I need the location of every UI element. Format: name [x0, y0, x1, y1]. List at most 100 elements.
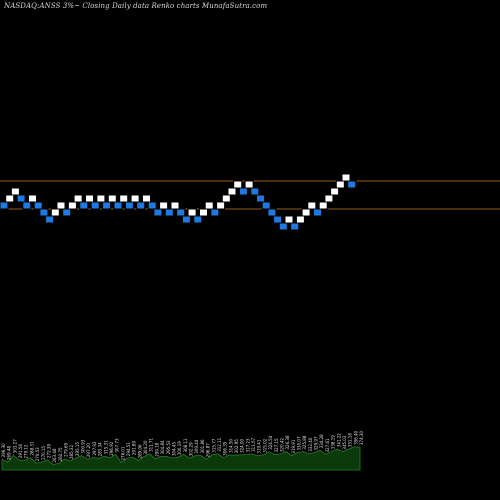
volume-label: 304.84 — [160, 440, 165, 454]
volume-label: 291.89 — [132, 441, 137, 455]
volume-label: 341.22 — [336, 433, 341, 447]
renko-brick-down — [290, 222, 300, 231]
volume-label: 307.73 — [115, 438, 120, 452]
volume-label: 320.42 — [279, 438, 284, 452]
volume-label: 297.92 — [92, 441, 97, 455]
volume-label: 326.38 — [285, 435, 290, 449]
renko-brick-down — [210, 208, 220, 217]
renko-brick-up — [341, 173, 351, 182]
volume-label: 319.91 — [291, 439, 296, 453]
volume-label: 303.27 — [12, 439, 17, 453]
renko-brick-up — [170, 201, 180, 210]
volume-area — [1, 446, 361, 471]
volume-label: 324.54 — [268, 435, 273, 449]
volume-label: 300.93 — [81, 439, 86, 453]
volume-label: 294.51 — [126, 442, 131, 456]
volume-label: 263.48 — [52, 448, 57, 462]
volume-label: 356.40 — [353, 430, 358, 444]
renko-brick-up — [10, 187, 20, 196]
renko-brick-up — [73, 194, 83, 203]
renko-brick-down — [33, 201, 43, 210]
renko-brick-down — [0, 201, 9, 210]
volume-label: 312.11 — [217, 437, 222, 451]
renko-brick-up — [5, 194, 15, 203]
renko-brick-up — [130, 194, 140, 203]
renko-brick-down — [102, 201, 112, 210]
volume-labels: 296.30 269.48 303.27 291.56 279.12 288.31 270.… — [1, 430, 364, 462]
volume-label: 306.35 — [223, 441, 228, 455]
volume-label: 302.29 — [189, 442, 194, 456]
volume-label: 338.19 — [331, 435, 336, 449]
volume-label: 332.40 — [308, 437, 313, 451]
renko-brick-up — [142, 194, 151, 203]
renko-brick-down — [267, 208, 277, 217]
renko-brick-down — [22, 201, 32, 210]
renko-brick-up — [119, 194, 129, 203]
renko-brick-up — [330, 187, 340, 196]
renko-brick-up — [233, 180, 243, 189]
renko-brick-up — [295, 215, 305, 224]
renko-brick-down — [153, 208, 163, 217]
volume-label: 301.86 — [200, 439, 205, 453]
volume-label: 260.75 — [58, 447, 63, 461]
volume-label: 329.97 — [314, 436, 319, 450]
volume-label: 297.20 — [86, 443, 91, 457]
volume-label: 314.50 — [228, 438, 233, 452]
volume-label: 279.69 — [64, 442, 69, 456]
volume-label: 319.41 — [257, 439, 262, 453]
renko-brick-up — [28, 194, 37, 203]
renko-brick-up — [284, 215, 294, 224]
renko-brick-up — [324, 194, 334, 203]
chart-title: NASDAQ:ANSS 3%~ Closing Daily data Renko… — [4, 2, 268, 10]
volume-label: 285.32 — [69, 445, 74, 459]
renko-brick-up — [50, 208, 60, 217]
volume-label: 304.45 — [172, 442, 177, 456]
volume-label: 334.28 — [319, 434, 324, 448]
renko-brick-up — [187, 208, 197, 217]
volume-label: 289.06 — [137, 444, 142, 458]
volume-label: 288.31 — [29, 441, 34, 455]
renko-brick-down — [62, 208, 72, 217]
volume-label: 324.00 — [240, 438, 245, 452]
volume-label: 325.88 — [302, 435, 307, 449]
renko-brick-up — [67, 201, 77, 210]
volume-label: 374.30 — [359, 431, 364, 445]
renko-brick-up — [96, 194, 106, 203]
volume-label: 304.20 — [143, 440, 148, 454]
volume-label: 299.18 — [154, 442, 159, 456]
renko-brick-down — [256, 194, 265, 203]
volume-label: 276.01 — [120, 446, 125, 460]
volume-label: 317.23 — [245, 438, 250, 452]
renko-brick-down — [39, 208, 49, 217]
renko-brick-down — [113, 201, 123, 210]
renko-brick-down — [250, 187, 260, 196]
renko-brick-down — [164, 208, 174, 217]
renko-brick-down — [181, 215, 191, 224]
renko-brick-down — [313, 208, 322, 217]
volume-label: 315.02 — [262, 438, 267, 452]
renko-brick-down — [147, 201, 157, 210]
volume-label: 283.34 — [98, 442, 103, 456]
volume-label: 327.15 — [274, 438, 279, 452]
volume-label: 311.57 — [251, 437, 256, 451]
volume-label: 291.56 — [18, 444, 23, 458]
renko-brick-up — [221, 194, 231, 203]
renko-brick-up — [335, 180, 345, 189]
volume-label: 330.07 — [297, 436, 302, 450]
renko-brick-down — [347, 180, 357, 189]
renko-bricks — [0, 173, 357, 231]
renko-brick-up — [318, 201, 328, 210]
renko-brick-down — [238, 187, 248, 196]
volume-label: 296.30 — [1, 443, 6, 457]
volume-area-path — [1, 446, 361, 471]
renko-brick-up — [85, 194, 94, 203]
renko-brick-up — [56, 201, 66, 210]
volume-label: 309.44 — [194, 439, 199, 453]
volume-label: 315.31 — [103, 440, 108, 454]
renko-brick-up — [159, 201, 169, 210]
volume-label: 269.48 — [7, 446, 12, 460]
volume-label: 295.15 — [75, 442, 80, 456]
volume-label: 327.61 — [325, 438, 330, 452]
renko-brick-down — [136, 201, 146, 210]
